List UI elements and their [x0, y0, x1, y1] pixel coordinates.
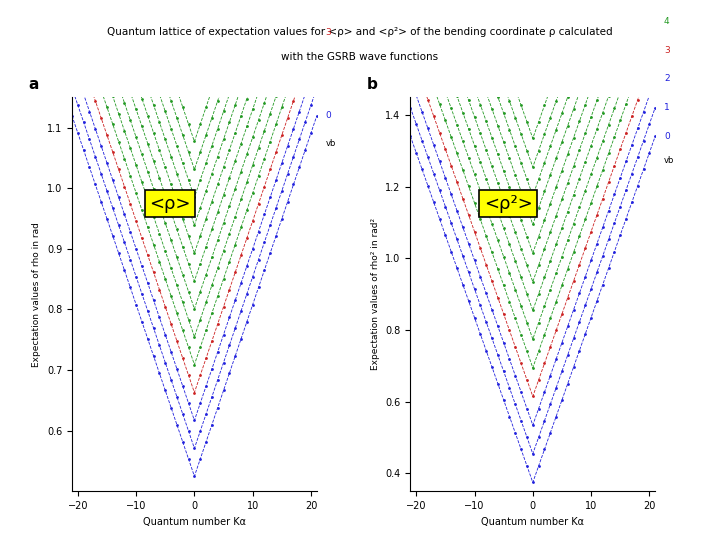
- Text: Quantum lattice of expectation values for <ρ> and <ρ²> of the bending coordinate: Quantum lattice of expectation values fo…: [107, 26, 613, 37]
- Text: a: a: [28, 77, 38, 92]
- Text: <ρ>: <ρ>: [149, 194, 191, 213]
- Text: <ρ²>: <ρ²>: [484, 194, 533, 213]
- Text: 3: 3: [325, 28, 331, 37]
- Y-axis label: Expectation values of rho in rad: Expectation values of rho in rad: [32, 222, 41, 367]
- Text: b: b: [366, 77, 377, 92]
- Text: 0: 0: [325, 111, 331, 120]
- Text: 4: 4: [664, 17, 670, 26]
- Text: 1: 1: [664, 103, 670, 112]
- Y-axis label: Expectation values of rho² in rad²: Expectation values of rho² in rad²: [371, 218, 379, 370]
- Text: 2: 2: [664, 75, 670, 83]
- Text: 0: 0: [664, 132, 670, 141]
- Text: 3: 3: [664, 46, 670, 55]
- Text: vb: vb: [325, 139, 336, 148]
- Text: vb: vb: [664, 156, 675, 165]
- Text: with the GSRB wave functions: with the GSRB wave functions: [282, 52, 438, 62]
- X-axis label: Quantum number Kα: Quantum number Kα: [481, 517, 585, 526]
- X-axis label: Quantum number Kα: Quantum number Kα: [143, 517, 246, 526]
